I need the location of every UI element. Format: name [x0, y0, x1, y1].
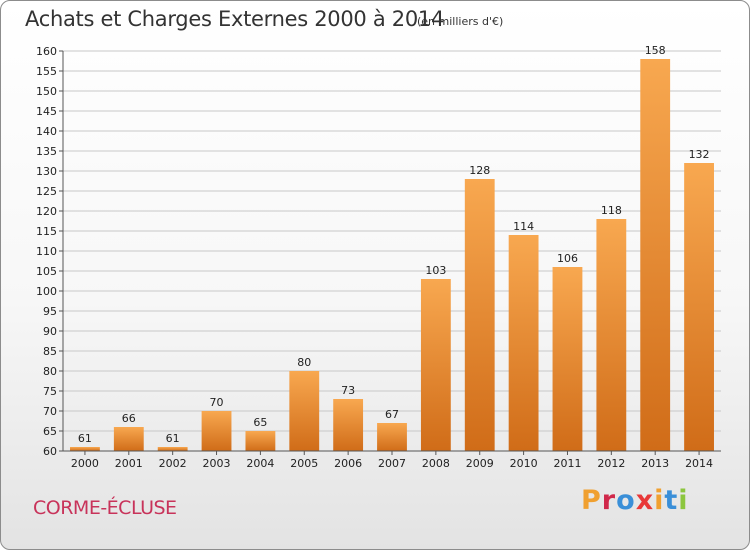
chart-subtitle: (en milliers d'€): [417, 15, 504, 28]
data-label: 114: [513, 220, 534, 233]
x-tick-label: 2014: [685, 457, 713, 470]
x-tick-label: 2006: [334, 457, 362, 470]
x-tick-label: 2009: [466, 457, 494, 470]
axis-layer: 60 65 70 75 80 85 90 95 100 105 110 115 120 125 130 135…: [36, 45, 721, 470]
y-tick-label: 150: [36, 85, 57, 98]
bar: [508, 235, 539, 451]
bar: [201, 411, 232, 451]
y-tick-label: 60: [43, 445, 57, 458]
label-layer: 61 66 61 70 65 80 73 67 103 128 114 106 118 158 132: [78, 44, 710, 445]
data-label: 70: [210, 396, 224, 409]
y-tick-label: 135: [36, 145, 57, 158]
logo-letter: o: [616, 485, 636, 516]
data-label: 118: [601, 204, 622, 217]
bar: [464, 179, 495, 451]
y-tick-label: 120: [36, 205, 57, 218]
data-label: 106: [557, 252, 578, 265]
y-tick-label: 155: [36, 65, 57, 78]
logo-letter: t: [664, 485, 679, 516]
x-tick-label: 2013: [641, 457, 669, 470]
proxiti-logo[interactable]: Proxiti: [581, 485, 689, 516]
bar: [113, 427, 144, 451]
y-tick-label: 95: [43, 305, 57, 318]
data-label: 73: [341, 384, 355, 397]
x-tick-label: 2010: [510, 457, 538, 470]
y-tick-label: 140: [36, 125, 57, 138]
commune-name: CORME-ÉCLUSE: [33, 497, 177, 519]
y-tick-label: 85: [43, 345, 57, 358]
data-label: 61: [166, 432, 180, 445]
bar: [640, 59, 671, 451]
bar: [420, 279, 451, 451]
bar-layer: [70, 59, 714, 451]
logo-letter: x: [635, 485, 655, 516]
y-tick-label: 130: [36, 165, 57, 178]
y-tick-label: 90: [43, 325, 57, 338]
data-label: 158: [645, 44, 666, 57]
data-label: 67: [385, 408, 399, 421]
data-label: 132: [689, 148, 710, 161]
data-label: 103: [425, 264, 446, 277]
x-tick-label: 2001: [115, 457, 143, 470]
x-tick-label: 2005: [290, 457, 318, 470]
logo-letter: i: [654, 485, 665, 516]
y-tick-label: 160: [36, 45, 57, 58]
y-tick-label: 115: [36, 225, 57, 238]
y-tick-label: 100: [36, 285, 57, 298]
bar: [245, 431, 276, 451]
bar: [596, 219, 627, 451]
data-label: 61: [78, 432, 92, 445]
x-tick-label: 2008: [422, 457, 450, 470]
logo-letter: i: [678, 485, 689, 516]
y-tick-label: 125: [36, 185, 57, 198]
x-tick-label: 2012: [597, 457, 625, 470]
y-tick-label: 75: [43, 385, 57, 398]
chart-title: Achats et Charges Externes 2000 à 2014: [25, 7, 445, 31]
data-label: 128: [469, 164, 490, 177]
x-tick-label: 2011: [553, 457, 581, 470]
bar: [157, 447, 188, 451]
x-tick-label: 2002: [159, 457, 187, 470]
data-label: 80: [297, 356, 311, 369]
x-tick-label: 2007: [378, 457, 406, 470]
y-tick-label: 65: [43, 425, 57, 438]
logo-letter: r: [601, 485, 617, 516]
logo-letter: P: [581, 485, 602, 516]
x-tick-label: 2004: [246, 457, 274, 470]
x-tick-label: 2000: [71, 457, 99, 470]
bar: [684, 163, 714, 451]
data-label: 65: [253, 416, 267, 429]
bar: [333, 399, 364, 451]
y-tick-label: 110: [36, 245, 57, 258]
y-tick-label: 70: [43, 405, 57, 418]
bar: [289, 371, 320, 451]
bar: [70, 447, 100, 451]
bar: [552, 267, 583, 451]
y-tick-label: 145: [36, 105, 57, 118]
y-tick-label: 105: [36, 265, 57, 278]
data-label: 66: [122, 412, 136, 425]
bar: [377, 423, 407, 451]
x-tick-label: 2003: [203, 457, 231, 470]
y-tick-label: 80: [43, 365, 57, 378]
